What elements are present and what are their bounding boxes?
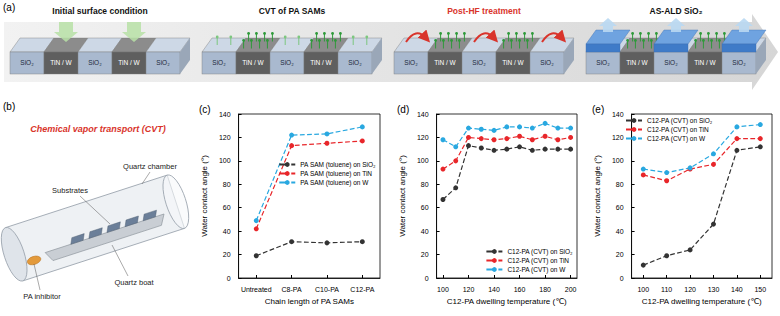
svg-text:C8-PA: C8-PA	[282, 286, 302, 293]
svg-text:Substrates: Substrates	[52, 186, 88, 195]
svg-text:120: 120	[684, 286, 696, 293]
svg-text:Chemical vapor transport (CVT): Chemical vapor transport (CVT)	[30, 124, 166, 134]
svg-text:140: 140	[612, 111, 624, 118]
svg-text:SiO₂: SiO₂	[212, 59, 226, 66]
svg-text:130: 130	[708, 286, 720, 293]
svg-text:TiN / W: TiN / W	[242, 59, 264, 66]
svg-text:(c): (c)	[199, 104, 211, 115]
svg-text:100: 100	[637, 286, 649, 293]
svg-text:SiO₂: SiO₂	[404, 59, 418, 66]
svg-text:Water contact angle (°): Water contact angle (°)	[593, 155, 602, 237]
svg-text:SiO₂: SiO₂	[472, 59, 486, 66]
svg-text:SiO₂: SiO₂	[88, 59, 102, 66]
svg-text:(e): (e)	[592, 104, 604, 115]
svg-text:140: 140	[417, 111, 429, 118]
svg-text:C12-PA dwelling temperature (℃: C12-PA dwelling temperature (℃)	[642, 297, 762, 306]
svg-text:C12-PA (CVT) on W: C12-PA (CVT) on W	[507, 266, 566, 274]
svg-text:Initial surface condition: Initial surface condition	[52, 6, 147, 16]
svg-text:SiO₂: SiO₂	[348, 59, 362, 66]
svg-text:160: 160	[514, 286, 526, 293]
svg-text:SiO₂: SiO₂	[596, 59, 610, 66]
svg-text:Quartz chamber: Quartz chamber	[123, 162, 177, 171]
svg-text:80: 80	[616, 181, 624, 188]
svg-text:180: 180	[539, 286, 551, 293]
svg-text:60: 60	[223, 204, 231, 211]
svg-text:40: 40	[223, 228, 231, 235]
svg-text:150: 150	[754, 286, 766, 293]
svg-text:C12-PA: C12-PA	[350, 286, 374, 293]
svg-text:100: 100	[219, 157, 231, 164]
svg-text:PA SAM (toluene) on TiN: PA SAM (toluene) on TiN	[300, 170, 372, 178]
svg-text:110: 110	[661, 286, 672, 293]
svg-text:60: 60	[421, 204, 429, 211]
svg-text:100: 100	[417, 157, 429, 164]
svg-text:100: 100	[612, 157, 624, 164]
svg-text:(a): (a)	[3, 2, 15, 13]
svg-text:Water contact angle (°): Water contact angle (°)	[398, 155, 407, 237]
svg-text:140: 140	[488, 286, 500, 293]
svg-text:Chain length of PA SAMs: Chain length of PA SAMs	[265, 297, 354, 306]
svg-text:C12-PA (CVT) on TiN: C12-PA (CVT) on TiN	[507, 257, 569, 265]
svg-text:0: 0	[620, 275, 624, 282]
svg-text:0: 0	[425, 275, 429, 282]
svg-text:SiO₂: SiO₂	[20, 59, 34, 66]
svg-text:SiO₂: SiO₂	[664, 59, 678, 66]
svg-text:0: 0	[227, 275, 231, 282]
svg-text:TiN / W: TiN / W	[502, 59, 524, 66]
svg-text:60: 60	[616, 204, 624, 211]
svg-text:140: 140	[731, 286, 743, 293]
svg-text:Water contact angle (°): Water contact angle (°)	[200, 155, 209, 237]
svg-text:C12-PA (CVT) on SiO₂: C12-PA (CVT) on SiO₂	[507, 248, 573, 256]
svg-text:20: 20	[421, 251, 429, 258]
svg-text:(d): (d)	[397, 104, 409, 115]
svg-text:C10-PA: C10-PA	[315, 286, 339, 293]
svg-text:C12-PA (CVT) on W: C12-PA (CVT) on W	[647, 135, 706, 143]
svg-text:TiN / W: TiN / W	[310, 59, 332, 66]
svg-text:SiO₂: SiO₂	[156, 59, 170, 66]
svg-text:TiN / W: TiN / W	[694, 59, 716, 66]
svg-text:120: 120	[463, 286, 475, 293]
svg-text:TiN / W: TiN / W	[626, 59, 648, 66]
svg-text:Quartz boat: Quartz boat	[114, 278, 154, 287]
svg-text:TiN / W: TiN / W	[118, 59, 140, 66]
svg-text:PA SAM (toluene) on W: PA SAM (toluene) on W	[300, 179, 369, 187]
svg-text:PA inhibitor: PA inhibitor	[23, 292, 61, 301]
svg-text:Post-HF treatment: Post-HF treatment	[447, 6, 521, 16]
svg-text:20: 20	[223, 251, 231, 258]
svg-text:SiO₂: SiO₂	[540, 59, 554, 66]
svg-text:C12-PA (CVT) on TiN: C12-PA (CVT) on TiN	[647, 126, 709, 134]
svg-text:PA SAM (toluene) on SiO₂: PA SAM (toluene) on SiO₂	[300, 161, 376, 169]
svg-text:SiO₂: SiO₂	[280, 59, 294, 66]
svg-text:120: 120	[612, 134, 624, 141]
svg-text:TiN / W: TiN / W	[434, 59, 456, 66]
svg-text:C12-PA (CVT) on SiO₂: C12-PA (CVT) on SiO₂	[647, 117, 713, 125]
svg-text:200: 200	[565, 286, 577, 293]
svg-text:Untreated: Untreated	[241, 286, 272, 293]
svg-text:20: 20	[616, 251, 624, 258]
svg-text:120: 120	[219, 134, 231, 141]
svg-text:(b): (b)	[3, 101, 15, 112]
svg-text:140: 140	[219, 111, 231, 118]
svg-text:CVT of PA SAMs: CVT of PA SAMs	[259, 6, 326, 16]
svg-text:80: 80	[223, 181, 231, 188]
svg-text:40: 40	[616, 228, 624, 235]
svg-text:100: 100	[437, 286, 449, 293]
svg-text:AS-ALD SiO₂: AS-ALD SiO₂	[650, 6, 703, 16]
svg-text:SiO₂: SiO₂	[732, 59, 746, 66]
svg-text:C12-PA dwelling temperature (℃: C12-PA dwelling temperature (℃)	[447, 297, 567, 306]
svg-text:40: 40	[421, 228, 429, 235]
svg-text:TiN / W: TiN / W	[50, 59, 72, 66]
svg-text:120: 120	[417, 134, 429, 141]
svg-text:80: 80	[421, 181, 429, 188]
